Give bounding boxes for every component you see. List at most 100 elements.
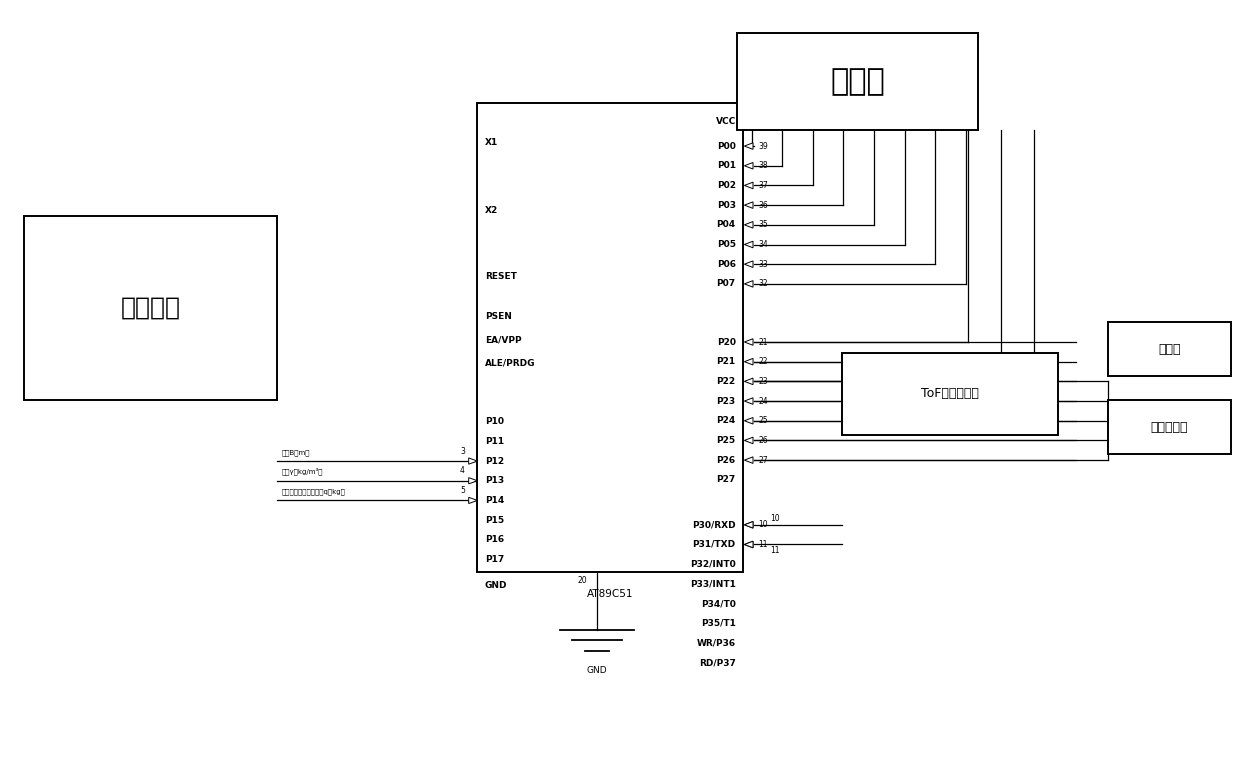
- Text: X1: X1: [484, 138, 498, 147]
- Text: WR/P36: WR/P36: [696, 638, 736, 648]
- Text: 5: 5: [460, 486, 465, 495]
- Text: 39: 39: [758, 142, 768, 151]
- Text: ToF深度传感器: ToF深度传感器: [922, 387, 979, 401]
- Text: P34/T0: P34/T0: [701, 599, 736, 608]
- Text: P04: P04: [716, 220, 736, 229]
- Text: 10: 10: [758, 521, 768, 529]
- Text: EA/VPP: EA/VPP: [484, 335, 522, 344]
- Text: PSEN: PSEN: [484, 312, 512, 321]
- Text: GND: GND: [484, 581, 507, 590]
- Text: 37: 37: [758, 181, 768, 190]
- Polygon shape: [745, 417, 753, 424]
- Text: 容重γ（kg/m³）: 容重γ（kg/m³）: [282, 468, 323, 475]
- Text: 36: 36: [758, 201, 768, 209]
- Polygon shape: [745, 521, 753, 528]
- Text: P07: P07: [716, 279, 736, 289]
- Bar: [24, 216, 278, 400]
- Bar: [1108, 400, 1232, 455]
- Polygon shape: [745, 182, 753, 189]
- Text: P01: P01: [716, 162, 736, 170]
- Text: 21: 21: [758, 337, 768, 347]
- Text: 每平方米谷物积粒产量q（kg）: 每平方米谷物积粒产量q（kg）: [282, 488, 346, 495]
- Text: P13: P13: [484, 476, 504, 485]
- Text: 25: 25: [758, 416, 768, 425]
- Text: P26: P26: [716, 456, 736, 465]
- Polygon shape: [468, 497, 477, 503]
- Text: AT89C51: AT89C51: [587, 589, 633, 599]
- Polygon shape: [745, 222, 753, 228]
- Text: P24: P24: [716, 416, 736, 425]
- Polygon shape: [745, 541, 753, 548]
- Text: 11: 11: [758, 540, 768, 549]
- Polygon shape: [745, 261, 753, 267]
- Text: 32: 32: [758, 279, 768, 289]
- Polygon shape: [468, 458, 477, 464]
- Text: P20: P20: [716, 337, 736, 347]
- Text: 3: 3: [460, 447, 465, 456]
- Text: P35/T1: P35/T1: [701, 619, 736, 628]
- Text: 4: 4: [460, 466, 465, 475]
- Text: P14: P14: [484, 496, 504, 505]
- Polygon shape: [745, 457, 753, 463]
- Bar: [1108, 321, 1232, 376]
- Text: 10: 10: [771, 514, 779, 523]
- Text: P30/RXD: P30/RXD: [693, 521, 736, 529]
- Text: P10: P10: [484, 417, 504, 426]
- Polygon shape: [745, 397, 753, 405]
- Polygon shape: [745, 339, 753, 345]
- Text: P12: P12: [484, 456, 504, 466]
- Text: P23: P23: [716, 397, 736, 405]
- Text: 26: 26: [758, 436, 768, 445]
- Polygon shape: [745, 281, 753, 287]
- Text: 控制面板: 控制面板: [120, 296, 181, 320]
- Text: 发光二极管: 发光二极管: [1151, 421, 1188, 434]
- Text: P27: P27: [716, 475, 736, 485]
- Text: X2: X2: [484, 206, 498, 216]
- Polygon shape: [745, 143, 753, 150]
- Text: P16: P16: [484, 535, 504, 544]
- Text: P02: P02: [716, 181, 736, 190]
- Polygon shape: [745, 358, 753, 365]
- Text: VCC: VCC: [715, 117, 736, 126]
- Text: ALE/PRDG: ALE/PRDG: [484, 358, 535, 368]
- Text: 22: 22: [758, 358, 768, 366]
- Polygon shape: [745, 162, 753, 169]
- Bar: [477, 103, 743, 572]
- Text: 35: 35: [758, 220, 768, 229]
- Text: RESET: RESET: [484, 272, 517, 281]
- Text: P03: P03: [716, 201, 736, 209]
- Text: P31/TXD: P31/TXD: [693, 540, 736, 549]
- Text: 38: 38: [758, 162, 768, 170]
- Polygon shape: [745, 521, 753, 528]
- Text: P22: P22: [716, 377, 736, 386]
- Text: P06: P06: [716, 260, 736, 269]
- Text: RD/P37: RD/P37: [699, 658, 736, 667]
- Polygon shape: [745, 378, 753, 385]
- Text: 蜂鸣器: 蜂鸣器: [1158, 343, 1181, 355]
- Text: 11: 11: [771, 546, 779, 555]
- Text: 27: 27: [758, 456, 768, 465]
- Text: 20: 20: [577, 575, 587, 585]
- Polygon shape: [745, 541, 753, 548]
- Text: P21: P21: [716, 358, 736, 366]
- Polygon shape: [468, 477, 477, 484]
- Text: P32/INT0: P32/INT0: [690, 560, 736, 568]
- Text: 显示器: 显示器: [830, 67, 885, 96]
- Text: 34: 34: [758, 240, 768, 249]
- Text: P05: P05: [716, 240, 736, 249]
- Text: P11: P11: [484, 437, 504, 446]
- Text: 24: 24: [758, 397, 768, 405]
- Text: P17: P17: [484, 555, 504, 564]
- Text: P33/INT1: P33/INT1: [690, 579, 736, 588]
- Text: P15: P15: [484, 516, 504, 524]
- Text: 割幅B（m）: 割幅B（m）: [282, 449, 311, 456]
- Polygon shape: [745, 437, 753, 444]
- Text: GND: GND: [586, 666, 607, 675]
- Text: 23: 23: [758, 377, 768, 386]
- Text: P00: P00: [717, 142, 736, 151]
- Text: 33: 33: [758, 260, 768, 269]
- Text: P25: P25: [716, 436, 736, 445]
- Bar: [843, 353, 1058, 435]
- Polygon shape: [745, 201, 753, 209]
- Polygon shape: [745, 241, 753, 248]
